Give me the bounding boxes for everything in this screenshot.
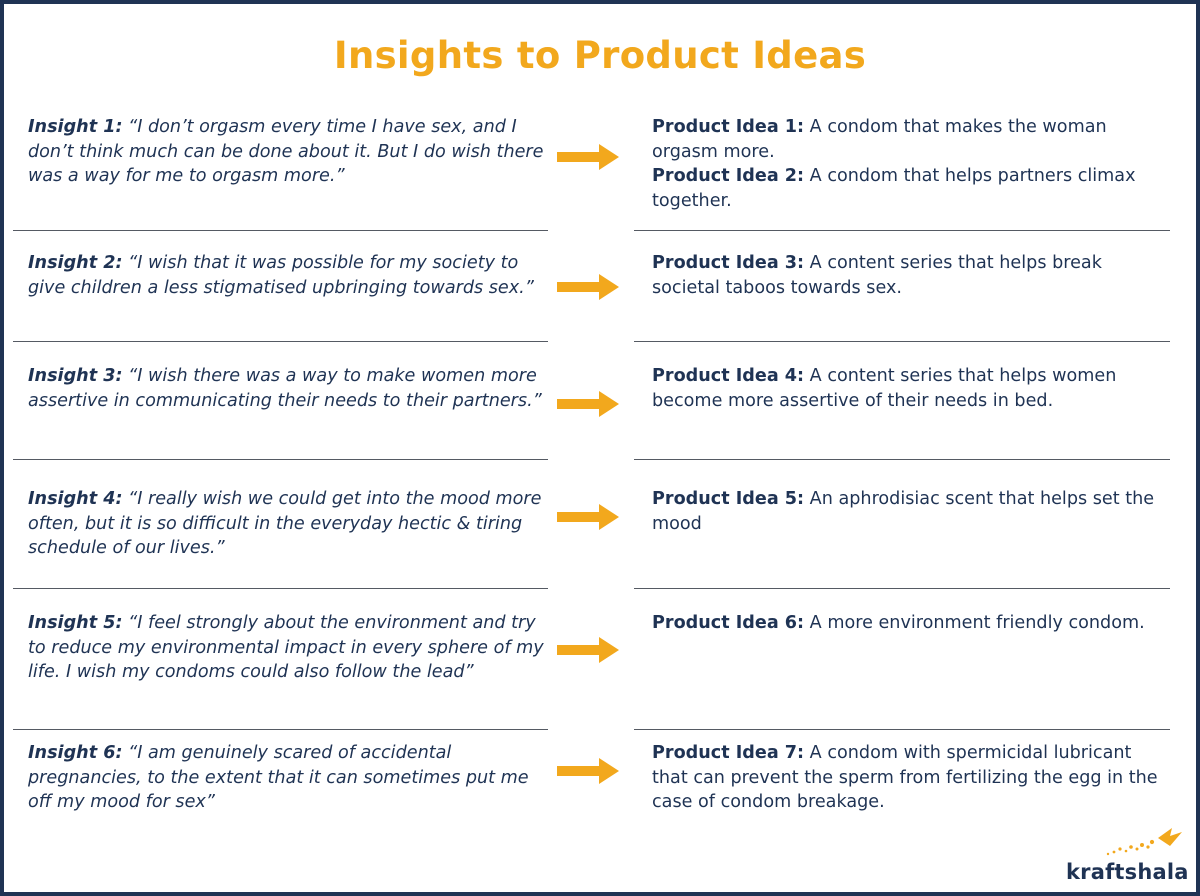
product-ideas-2: Product Idea 3: A content series that he…: [652, 251, 1172, 300]
logo-text: kraftshala: [1066, 860, 1189, 884]
product-idea-label: Product Idea 3:: [652, 253, 805, 273]
arrow-right-icon: [557, 504, 619, 530]
product-idea: Product Idea 5: An aphrodisiac scent tha…: [652, 487, 1172, 536]
divider: [634, 588, 1170, 589]
product-idea-label: Product Idea 1:: [652, 117, 805, 137]
product-idea: Product Idea 2: A condom that helps part…: [652, 164, 1172, 213]
product-ideas-3: Product Idea 4: A content series that he…: [652, 364, 1172, 413]
divider: [13, 230, 548, 231]
product-idea-text: A content series that helps break societ…: [652, 253, 1102, 298]
product-ideas-5: Product Idea 6: A more environment frien…: [652, 611, 1172, 636]
insight-2: Insight 2: “I wish that it was possible …: [28, 251, 553, 300]
bird-icon: [1106, 828, 1182, 856]
insight-label: Insight 3:: [28, 366, 123, 386]
arrow-right-icon: [557, 144, 619, 170]
product-idea: Product Idea 6: A more environment frien…: [652, 611, 1172, 636]
insight-6: Insight 6: “I am genuinely scared of acc…: [28, 741, 553, 815]
divider: [634, 459, 1170, 460]
product-idea-text: A more environment friendly condom.: [804, 613, 1145, 633]
product-idea-text: An aphrodisiac scent that helps set the …: [652, 489, 1155, 534]
insight-label: Insight 2:: [28, 253, 123, 273]
divider: [13, 729, 548, 730]
insight-label: Insight 5:: [28, 613, 123, 633]
insight-3: Insight 3: “I wish there was a way to ma…: [28, 364, 553, 413]
arrow-right-icon: [557, 758, 619, 784]
insight-label: Insight 1:: [28, 117, 123, 137]
arrow-right-icon: [557, 637, 619, 663]
divider: [634, 341, 1170, 342]
arrow-right-icon: [557, 391, 619, 417]
divider: [13, 459, 548, 460]
product-idea-label: Product Idea 6:: [652, 613, 805, 633]
insight-quote: “I really wish we could get into the moo…: [28, 489, 542, 559]
product-idea-text: A condom with spermicidal lubricant that…: [652, 743, 1158, 813]
product-ideas-4: Product Idea 5: An aphrodisiac scent tha…: [652, 487, 1172, 536]
insight-quote: “I feel strongly about the environment a…: [28, 613, 544, 683]
product-idea: Product Idea 4: A content series that he…: [652, 364, 1172, 413]
insight-quote: “I wish there was a way to make women mo…: [28, 366, 542, 411]
insight-quote: “I am genuinely scared of accidental pre…: [28, 743, 529, 813]
insight-quote: “I don’t orgasm every time I have sex, a…: [28, 117, 544, 187]
product-idea: Product Idea 7: A condom with spermicida…: [652, 741, 1172, 815]
product-idea-label: Product Idea 7:: [652, 743, 805, 763]
product-idea-label: Product Idea 5:: [652, 489, 805, 509]
divider: [13, 341, 548, 342]
product-idea-text: A condom that helps partners climax toge…: [652, 166, 1136, 211]
insight-4: Insight 4: “I really wish we could get i…: [28, 487, 553, 561]
divider: [13, 588, 548, 589]
insight-quote: “I wish that it was possible for my soci…: [28, 253, 534, 298]
insight-label: Insight 4:: [28, 489, 123, 509]
page-title: Insights to Product Ideas: [333, 34, 867, 77]
kraftshala-logo: kraftshala: [1066, 824, 1189, 884]
product-ideas-6: Product Idea 7: A condom with spermicida…: [652, 741, 1172, 815]
product-idea: Product Idea 3: A content series that he…: [652, 251, 1172, 300]
product-idea-label: Product Idea 4:: [652, 366, 805, 386]
product-idea-text: A content series that helps women become…: [652, 366, 1117, 411]
divider: [634, 729, 1170, 730]
insight-5: Insight 5: “I feel strongly about the en…: [28, 611, 553, 685]
product-idea-text: A condom that makes the woman orgasm mor…: [652, 117, 1107, 162]
product-idea: Product Idea 1: A condom that makes the …: [652, 115, 1172, 164]
product-idea-label: Product Idea 2:: [652, 166, 805, 187]
arrow-right-icon: [557, 274, 619, 300]
divider: [634, 230, 1170, 231]
insight-label: Insight 6:: [28, 743, 123, 763]
product-ideas-1: Product Idea 1: A condom that makes the …: [652, 115, 1172, 213]
insight-1: Insight 1: “I don’t orgasm every time I …: [28, 115, 553, 189]
